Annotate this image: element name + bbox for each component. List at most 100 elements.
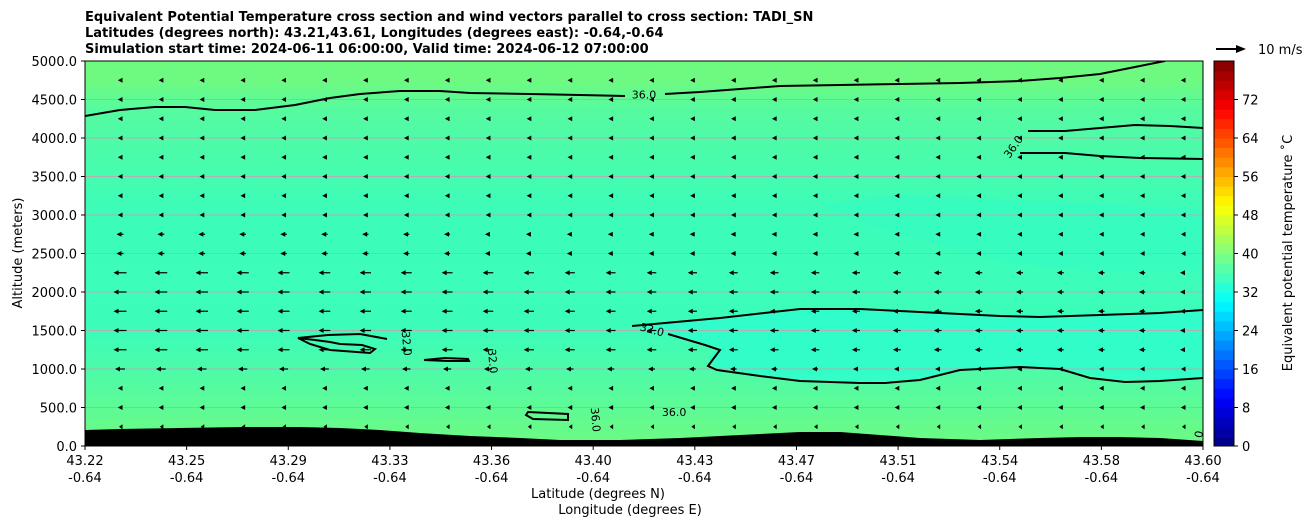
colorbar-band <box>1214 311 1234 322</box>
colorbar-band <box>1214 263 1234 274</box>
wind-vector-arrow <box>1099 174 1104 179</box>
wind-vector-arrow <box>441 308 447 314</box>
plot-area <box>85 61 1203 446</box>
wind-vector-arrow <box>403 154 409 160</box>
wind-vector-arrow <box>240 385 246 391</box>
wind-vector-arrow <box>1141 424 1145 430</box>
wind-vector-arrow <box>894 231 900 237</box>
wind-vector-arrow <box>933 328 939 333</box>
wind-vector-arrow <box>690 385 695 391</box>
wind-vector-arrow <box>1058 135 1063 141</box>
wind-vector-arrow <box>1015 328 1021 333</box>
colorbar-band <box>1214 157 1234 168</box>
wind-vector-arrow <box>1056 308 1062 314</box>
wind-vector-arrow <box>486 424 491 430</box>
wind-vector-arrow <box>444 154 450 160</box>
wind-vector-arrow <box>690 116 695 122</box>
wind-vector-arrow <box>895 424 900 430</box>
wind-vector-arrow <box>1058 174 1063 179</box>
wind-vector-arrow <box>690 154 695 160</box>
wind-vector-arrow <box>689 231 695 237</box>
wind-vector-arrow <box>974 289 980 295</box>
y-tick-label: 1000.0 <box>32 363 78 378</box>
wind-vector-arrow <box>116 231 122 237</box>
wind-vector-arrow <box>526 212 532 218</box>
wind-vector-arrow <box>690 405 695 410</box>
wind-vector-arrow <box>1017 97 1022 102</box>
wind-vector-arrow <box>608 212 614 218</box>
chart-title-line-2: Latitudes (degrees north): 43.21,43.61, … <box>85 26 664 41</box>
chart-title-line-3: Simulation start time: 2024-06-11 06:00:… <box>85 42 649 57</box>
wind-vector-arrow <box>567 385 573 391</box>
wind-vector-arrow <box>1140 231 1145 237</box>
wind-vector-arrow <box>400 308 406 314</box>
wind-vector-arrow <box>1099 385 1104 391</box>
contour-32-right-top <box>631 308 1203 327</box>
wind-vector-arrow <box>484 231 490 237</box>
wind-vector-arrow <box>236 347 242 353</box>
wind-vector-arrow <box>158 77 164 83</box>
wind-vector-arrow <box>810 289 816 295</box>
wind-vector-arrow <box>648 366 653 372</box>
colorbar-tick-label: 72 <box>1242 94 1259 109</box>
wind-vector-arrow <box>1099 193 1104 199</box>
wind-vector-arrow <box>690 193 695 199</box>
wind-vector-arrow <box>567 154 573 160</box>
colorbar-band <box>1214 195 1234 206</box>
wind-vector-arrow <box>359 308 365 314</box>
wind-vector-arrow <box>527 424 532 430</box>
wind-vector-arrow <box>853 174 859 179</box>
wind-vector-arrow <box>649 212 654 218</box>
wind-vector-arrow <box>608 174 614 179</box>
wind-vector-arrow <box>649 154 654 160</box>
wind-vector-arrow <box>238 366 243 372</box>
wind-vector-arrow <box>1056 270 1062 276</box>
wind-vector-arrow <box>731 212 736 218</box>
wind-vector-arrow <box>1097 308 1103 314</box>
wind-vector-arrow <box>566 231 572 237</box>
wind-vector-arrow <box>1180 77 1186 83</box>
wind-vector-arrow <box>363 193 368 199</box>
wind-vector-arrow <box>812 366 817 372</box>
wind-vector-arrow <box>400 328 406 333</box>
wind-vector-arrow <box>1017 135 1022 141</box>
wind-vector-arrow <box>1138 289 1144 295</box>
wind-vector-arrow <box>649 135 654 141</box>
colorbar-band <box>1214 61 1234 72</box>
wind-vector-arrow <box>199 212 205 218</box>
wind-vector-arrow <box>277 270 283 276</box>
wind-vector-arrow <box>441 347 447 353</box>
wind-vector-arrow <box>976 154 982 160</box>
theta-e-mid-region <box>820 195 1203 272</box>
wind-vector-arrow <box>525 251 531 256</box>
wind-vector-arrow <box>240 116 246 122</box>
y-tick-label: 4500.0 <box>32 94 78 109</box>
wind-vector-arrow <box>403 385 409 391</box>
wind-vector-arrow <box>281 116 287 122</box>
colorbar-band <box>1214 272 1234 283</box>
wind-vector-arrow <box>894 97 900 102</box>
wind-vector-arrow <box>240 77 246 83</box>
wind-vector-arrow <box>892 270 898 276</box>
wind-vector-arrow <box>322 116 327 122</box>
wind-vector-arrow <box>810 270 816 276</box>
wind-vector-arrow <box>1056 347 1062 353</box>
wind-vector-arrow <box>976 405 982 410</box>
wind-vector-arrow <box>321 251 327 256</box>
y-tick-label: 3000.0 <box>32 209 78 224</box>
wind-vector-arrow <box>564 347 570 353</box>
wind-vector-arrow <box>158 116 164 122</box>
wind-vector-arrow <box>523 328 529 333</box>
wind-vector-arrow <box>363 135 368 141</box>
wind-vector-arrow <box>933 270 939 276</box>
wind-vector-arrow <box>113 308 119 314</box>
colorbar-band <box>1214 176 1234 187</box>
wind-vector-arrow <box>485 193 491 199</box>
wind-vector-arrow <box>648 251 654 256</box>
colorbar-tick-label: 8 <box>1242 402 1250 417</box>
wind-vector-arrow <box>690 97 695 102</box>
wind-vector-arrow <box>199 193 205 199</box>
wind-vector-arrow <box>976 97 982 102</box>
wind-vector-arrow <box>199 405 205 410</box>
colorbar-band <box>1214 282 1234 293</box>
